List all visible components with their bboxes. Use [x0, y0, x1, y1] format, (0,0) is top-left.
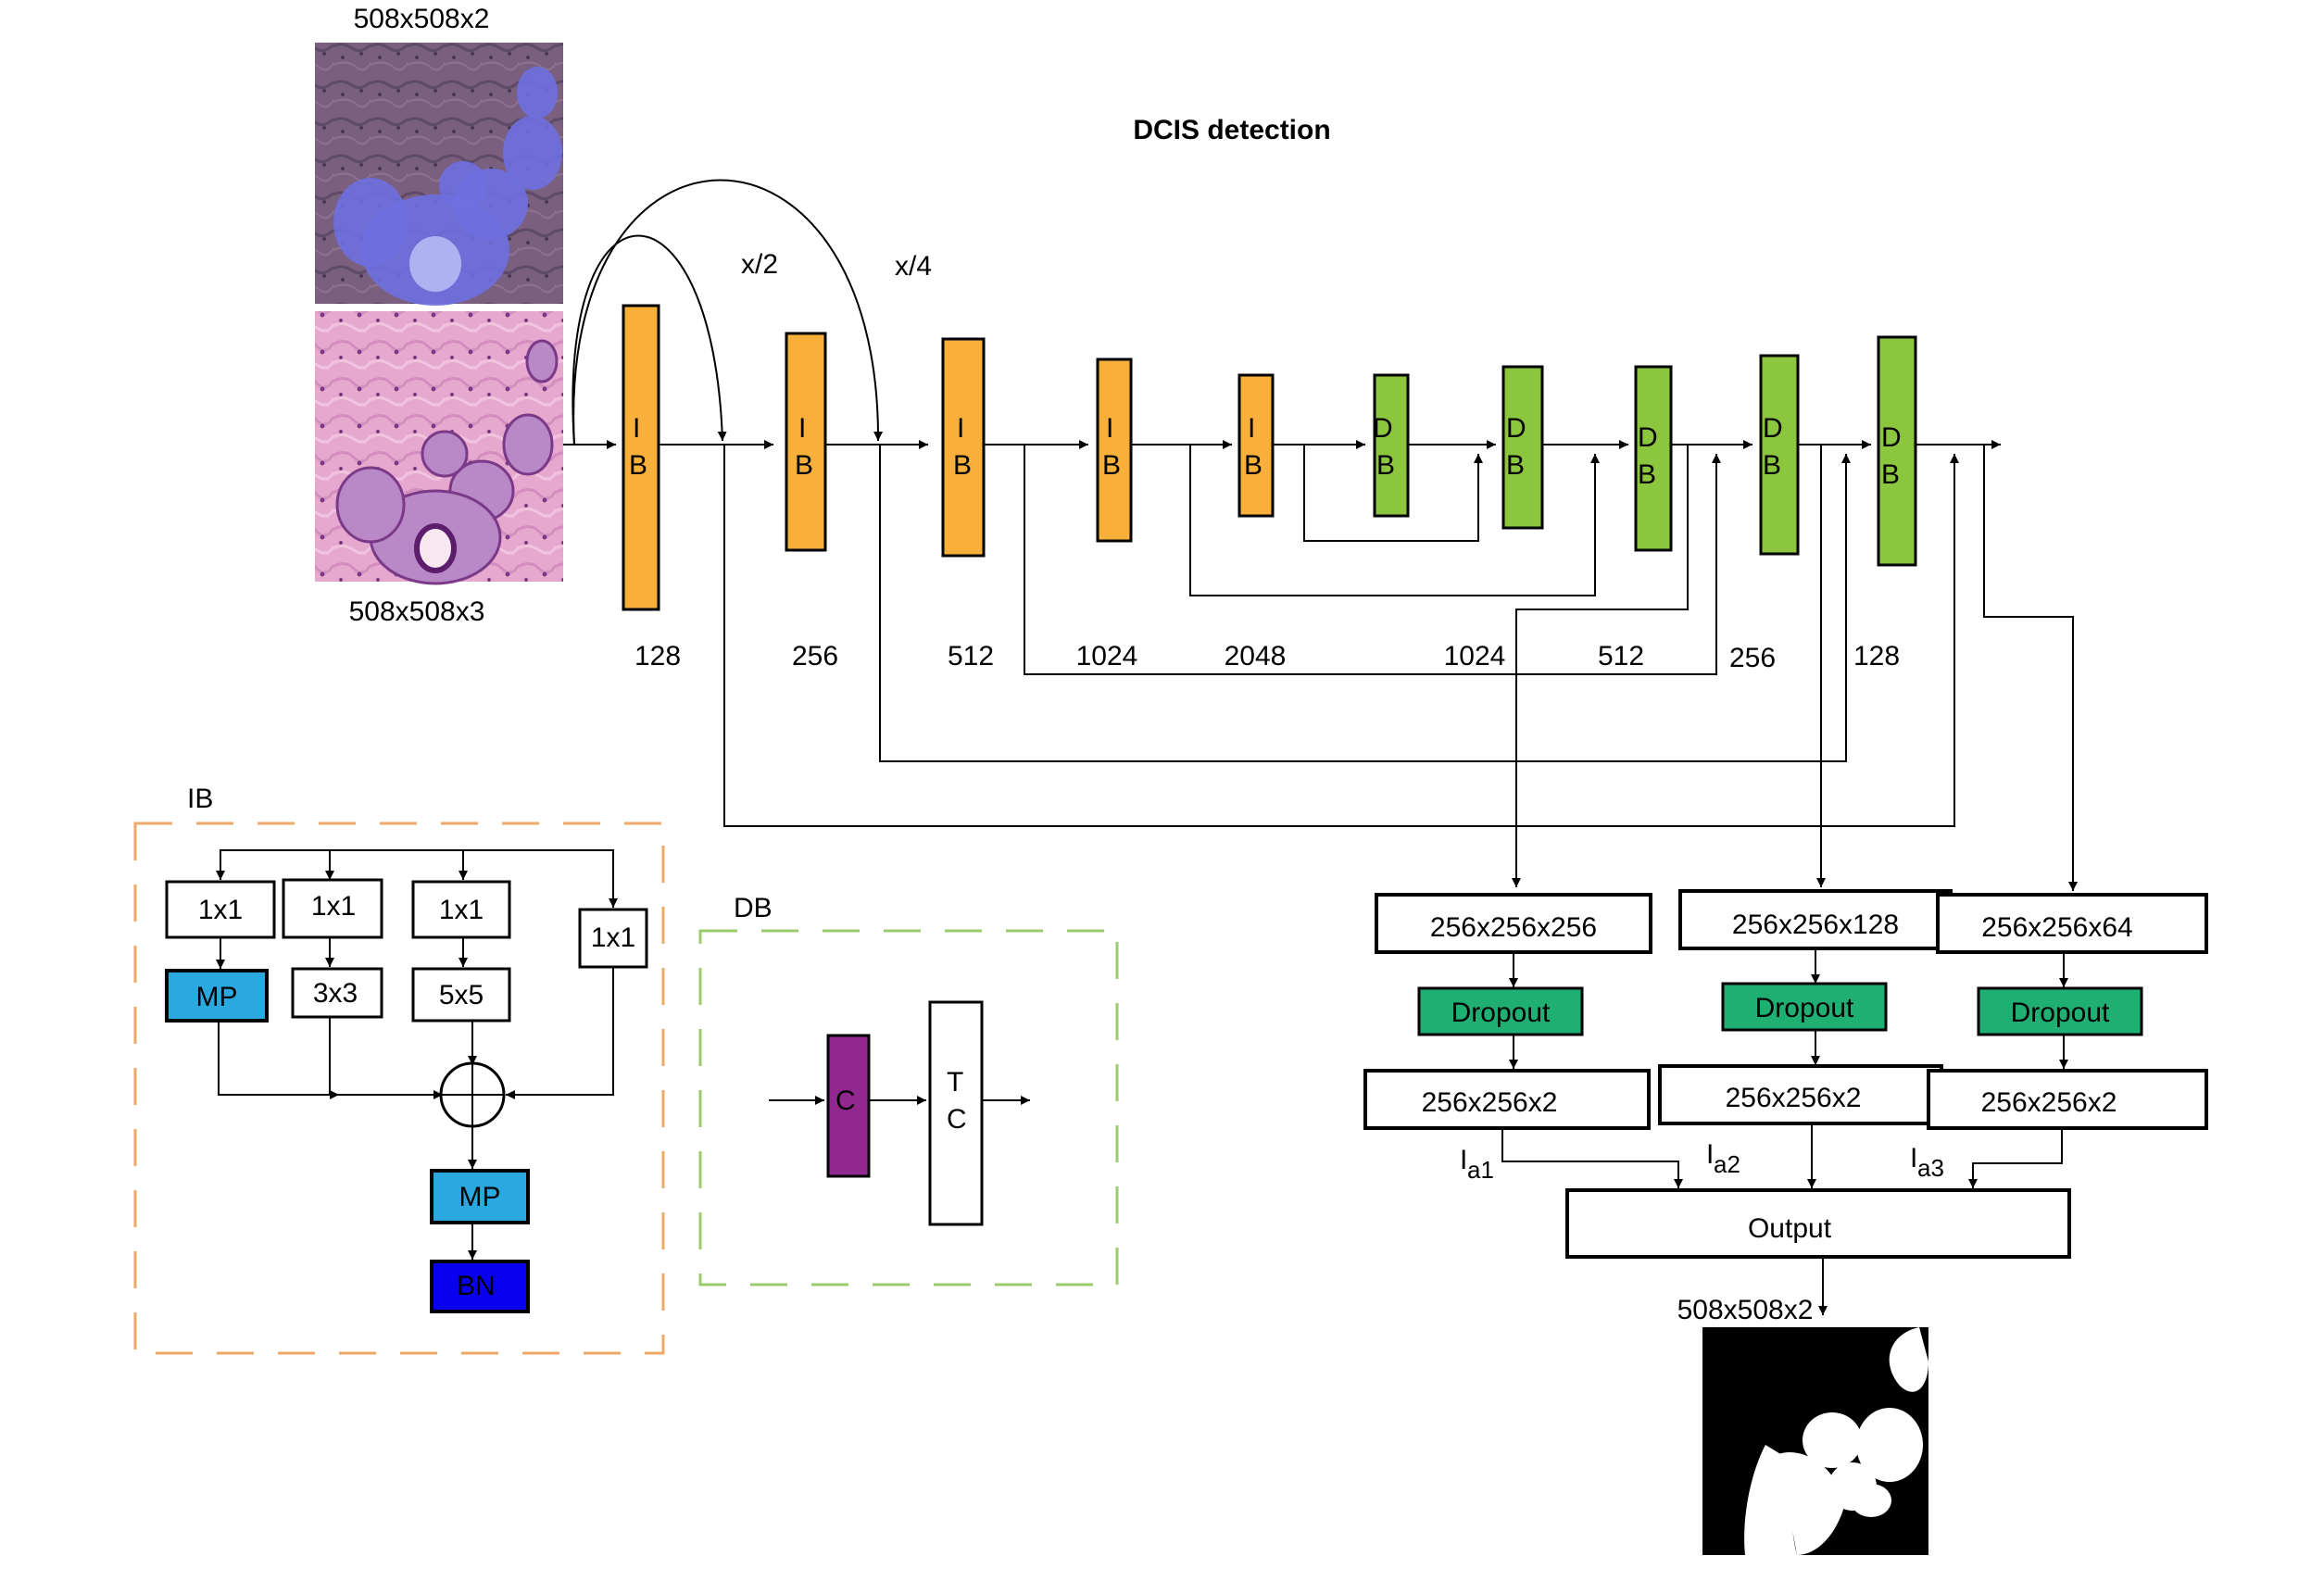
svg-text:a3: a3	[1917, 1154, 1944, 1182]
svg-text:I: I	[1706, 1139, 1714, 1170]
svg-text:MP: MP	[196, 982, 238, 1012]
diagram-title: DCIS detection	[1133, 115, 1330, 145]
svg-text:B: B	[1763, 450, 1781, 481]
encoder-block-2: I B	[785, 332, 827, 552]
svg-text:256x256x64: 256x256x64	[1981, 912, 2132, 943]
head-3: 256x256x64 Dropout 256x256x2	[1927, 893, 2208, 1130]
output-mask-image	[1702, 1327, 1928, 1555]
svg-text:1x1: 1x1	[439, 895, 484, 925]
svg-text:B: B	[953, 450, 972, 481]
svg-text:Dropout: Dropout	[1755, 993, 1854, 1023]
svg-text:B: B	[1881, 459, 1900, 490]
encoder-block-4: I B	[1096, 358, 1133, 543]
svg-text:BN: BN	[457, 1271, 496, 1301]
filter-count-label: 1024	[1444, 641, 1506, 671]
encoder-block-5: I B	[1237, 373, 1275, 518]
input-mask-overlay-image	[315, 43, 563, 306]
svg-text:a1: a1	[1467, 1156, 1494, 1184]
attention-label-a2: I a2	[1706, 1139, 1740, 1178]
skip-label-quarter: x/4	[895, 251, 932, 282]
ib-legend-title: IB	[187, 784, 213, 814]
attention-label-a3: I a3	[1910, 1143, 1944, 1182]
svg-text:1x1: 1x1	[311, 891, 356, 922]
output-box	[1565, 1188, 2071, 1259]
skip-label-half: x/2	[741, 249, 778, 280]
svg-text:5x5: 5x5	[439, 980, 484, 1010]
svg-text:B: B	[629, 450, 647, 481]
decoder-block-1: D B	[1373, 373, 1410, 518]
svg-text:MP: MP	[459, 1182, 501, 1212]
db-legend-title: DB	[734, 893, 773, 923]
skip-connections	[723, 445, 1959, 827]
svg-text:D: D	[1763, 413, 1783, 444]
svg-text:Dropout: Dropout	[2011, 998, 2110, 1028]
svg-text:I: I	[1460, 1145, 1467, 1175]
db-legend-border	[698, 929, 1119, 1286]
svg-text:1x1: 1x1	[198, 895, 243, 925]
svg-text:D: D	[1881, 422, 1902, 453]
svg-text:D: D	[1373, 413, 1393, 444]
input-image-dim-label: 508x508x3	[349, 596, 485, 627]
svg-text:B: B	[795, 450, 813, 481]
encoder-block-3: I B	[941, 337, 986, 558]
filter-count-label: 256	[792, 641, 838, 671]
skip-arc-quarter	[572, 179, 884, 445]
svg-text:1x1: 1x1	[591, 922, 635, 953]
encoder-block-1: I B	[622, 304, 660, 611]
filter-count-label: 1024	[1076, 641, 1138, 671]
input-mask-dim-label: 508x508x2	[354, 4, 490, 34]
svg-text:B: B	[1244, 450, 1262, 481]
svg-text:T: T	[947, 1067, 963, 1098]
svg-text:a2: a2	[1714, 1150, 1740, 1178]
head-1: 256x256x256 Dropout 256x256x2	[1363, 893, 1652, 1130]
svg-text:I: I	[1106, 413, 1113, 444]
svg-text:B: B	[1376, 450, 1395, 481]
svg-text:C: C	[835, 1085, 856, 1116]
svg-text:256x256x256: 256x256x256	[1430, 912, 1597, 943]
decoder-block-2: D B	[1501, 365, 1544, 530]
svg-text:B: B	[1506, 450, 1525, 481]
filter-count-label: 512	[948, 641, 994, 671]
head-2: 256x256x128 Dropout 256x256x2	[1658, 889, 1953, 1125]
output-label: Output	[1748, 1213, 1832, 1244]
svg-text:256x256x128: 256x256x128	[1732, 910, 1899, 940]
svg-text:B: B	[1102, 450, 1121, 481]
db-legend-diagram: C T C	[769, 1000, 1030, 1226]
svg-text:256x256x2: 256x256x2	[1422, 1087, 1558, 1118]
svg-text:I: I	[1248, 413, 1255, 444]
svg-text:I: I	[1910, 1143, 1917, 1173]
filter-count-label: 128	[634, 641, 681, 671]
filter-count-label: 2048	[1225, 641, 1287, 671]
svg-text:D: D	[1638, 422, 1658, 453]
ib-legend-diagram: 1x1 1x1 1x1 1x1 MP 3x3 5x5 MP BN	[165, 849, 648, 1313]
svg-text:C: C	[947, 1104, 967, 1135]
attention-label-a1: I a1	[1460, 1145, 1494, 1184]
skip-arc-half	[572, 234, 727, 445]
decoder-block-4: D B	[1759, 354, 1800, 556]
svg-text:256x256x2: 256x256x2	[1726, 1083, 1862, 1113]
filter-count-label: 256	[1729, 643, 1776, 673]
svg-text:I: I	[633, 413, 640, 444]
decoder-block-5: D B	[1877, 335, 1917, 567]
input-he-stained-image	[315, 311, 563, 585]
svg-text:I: I	[798, 413, 806, 444]
output-dim-label: 508x508x2	[1677, 1295, 1814, 1325]
decoder-block-3: D B	[1634, 365, 1673, 552]
svg-text:Dropout: Dropout	[1451, 998, 1551, 1028]
svg-text:I: I	[957, 413, 964, 444]
svg-text:3x3: 3x3	[313, 978, 358, 1009]
svg-text:B: B	[1638, 459, 1656, 490]
filter-count-label: 512	[1598, 641, 1644, 671]
filter-count-label: 128	[1853, 641, 1900, 671]
svg-text:256x256x2: 256x256x2	[1981, 1087, 2117, 1118]
ib-legend-border	[133, 822, 665, 1355]
svg-text:D: D	[1506, 413, 1526, 444]
